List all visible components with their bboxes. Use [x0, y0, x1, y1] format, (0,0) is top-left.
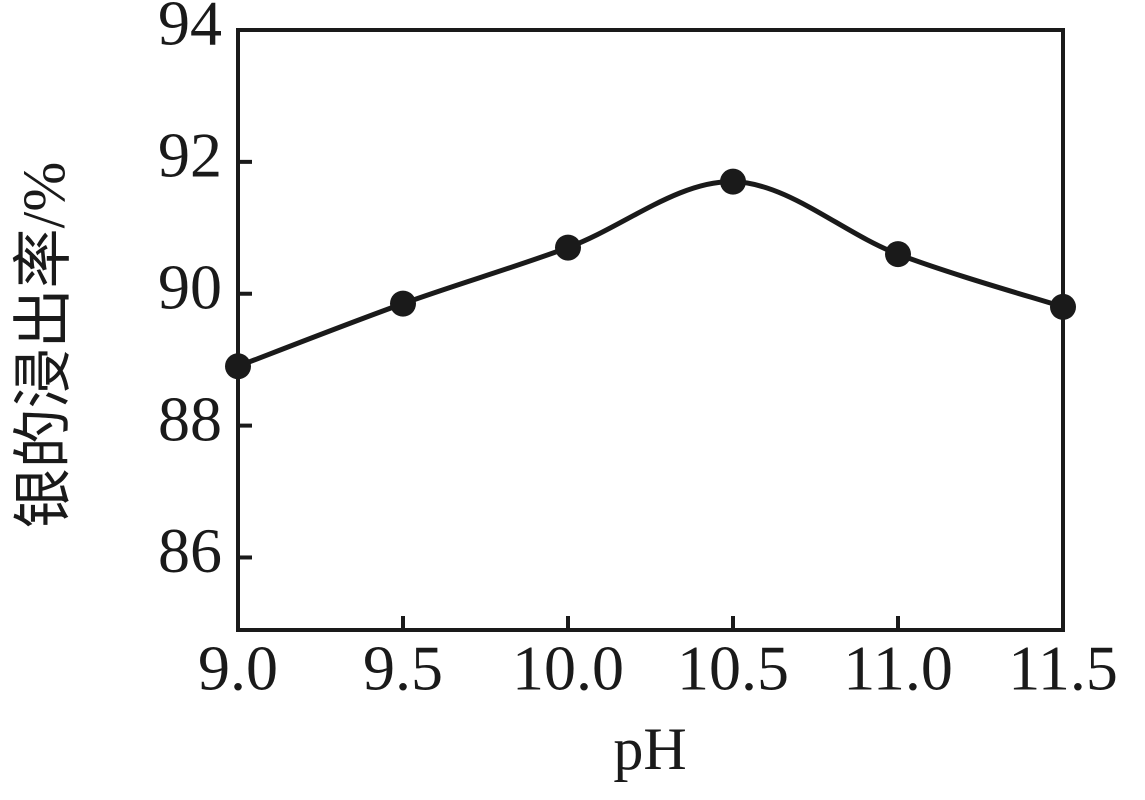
y-tick-label: 90 — [158, 251, 222, 322]
y-tick-label: 94 — [158, 0, 222, 59]
data-point — [225, 353, 251, 380]
data-point — [1050, 293, 1076, 320]
plot-frame — [236, 28, 1065, 632]
x-tick-label: 10.5 — [677, 633, 789, 704]
x-tick-label: 9.5 — [363, 633, 443, 704]
data-line — [237, 179, 1064, 369]
y-axis-label: 银的浸出率/% — [11, 162, 77, 529]
data-point — [885, 241, 911, 268]
y-tick-label: 88 — [158, 383, 222, 454]
y-tick-label: 92 — [158, 120, 222, 191]
data-point — [390, 290, 416, 317]
x-tick-label: 9.0 — [198, 633, 278, 704]
x-tick-label: 11.0 — [843, 633, 953, 704]
x-tick-label: 11.5 — [1008, 633, 1118, 704]
data-point — [720, 168, 746, 195]
x-axis-label: pH — [613, 716, 686, 782]
data-point — [555, 234, 581, 261]
x-tick-label: 10.0 — [512, 633, 624, 704]
y-tick-label: 86 — [158, 515, 222, 586]
